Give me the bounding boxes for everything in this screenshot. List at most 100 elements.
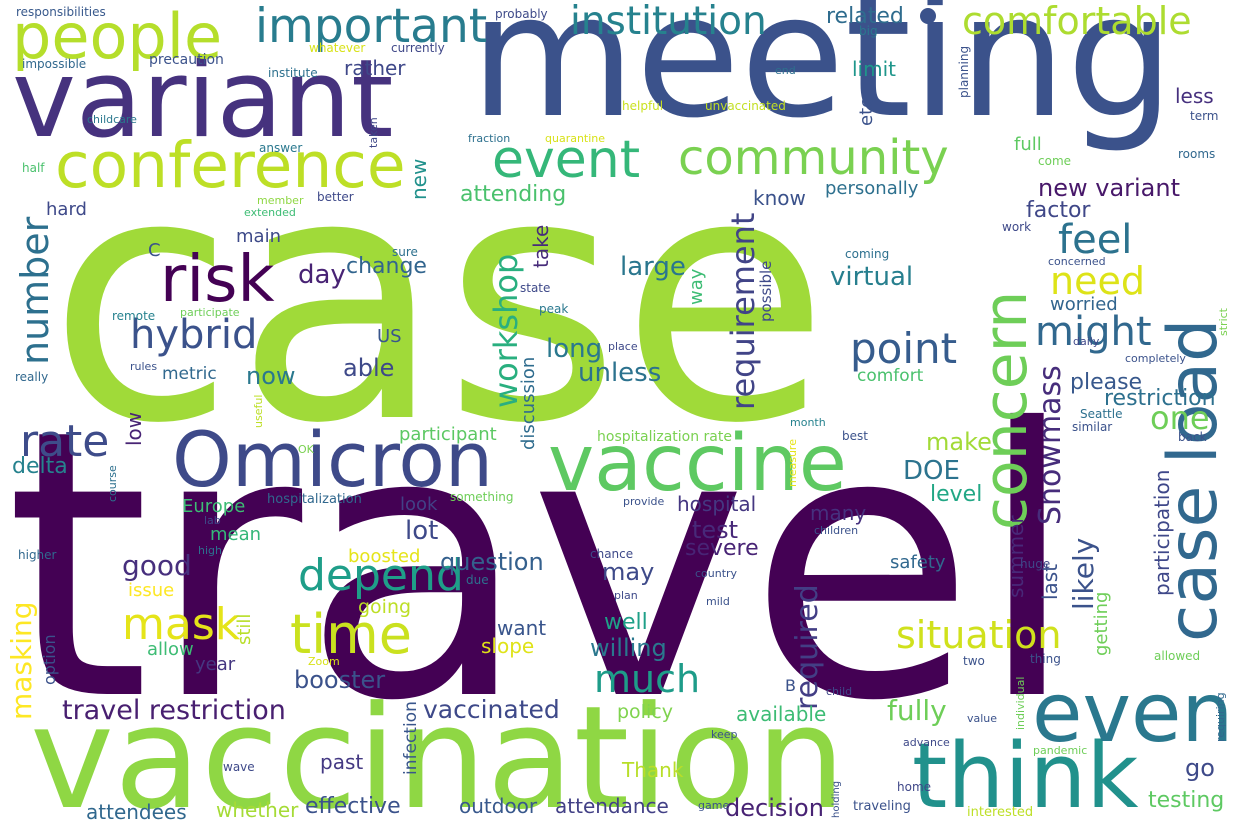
- word-time: time: [290, 603, 413, 666]
- word-holding: holding: [831, 780, 842, 818]
- word-lab: lab: [204, 514, 221, 527]
- word-virtual: virtual: [830, 262, 914, 292]
- word-large: large: [620, 252, 686, 282]
- word-allowed: allowed: [1154, 649, 1201, 663]
- word-testing: testing: [1148, 788, 1225, 813]
- word-currently: currently: [391, 41, 445, 55]
- word-ok: OK: [298, 443, 314, 456]
- word-thank: Thank: [622, 758, 684, 782]
- word-rather: rather: [344, 56, 406, 80]
- word-remote: remote: [112, 309, 156, 323]
- word-new: new: [407, 158, 431, 200]
- word-participant: participant: [399, 424, 497, 445]
- word-daily: daily: [1073, 335, 1100, 348]
- word-want: want: [497, 616, 547, 640]
- word-game: game: [698, 799, 730, 812]
- word-boosted: boosted: [348, 546, 421, 567]
- word-impossible: impossible: [22, 57, 87, 71]
- word-hospital: hospital: [677, 492, 757, 516]
- word-term: term: [1190, 109, 1219, 123]
- word-discussion: discussion: [518, 356, 539, 450]
- word-attending: attending: [460, 182, 567, 207]
- word-vaccinated: vaccinated: [423, 695, 560, 724]
- word-limit: limit: [852, 57, 896, 81]
- word-look: look: [400, 494, 438, 515]
- word-question: question: [440, 548, 544, 576]
- word-mild: mild: [706, 595, 730, 608]
- word-level: level: [930, 482, 983, 507]
- word-well: well: [604, 610, 648, 635]
- word-course: course: [106, 465, 119, 502]
- word-outdoor: outdoor: [459, 794, 538, 818]
- word-answer: answer: [259, 141, 303, 155]
- word-unless: unless: [578, 358, 662, 388]
- word-factor: factor: [1026, 198, 1091, 223]
- word-now: now: [246, 362, 296, 390]
- word-slope: slope: [481, 634, 535, 658]
- word-might: might: [1035, 309, 1152, 355]
- word-make: make: [926, 428, 992, 456]
- word-allow: allow: [147, 639, 194, 660]
- word-country: country: [695, 567, 738, 580]
- word-concerned: concerned: [1048, 255, 1106, 268]
- word-vaccination: vaccination: [30, 676, 846, 829]
- word-member: member: [257, 194, 304, 207]
- word-community: community: [678, 130, 949, 186]
- word-delta: delta: [12, 454, 68, 479]
- dot-mark: [920, 8, 936, 24]
- word-metric: metric: [162, 364, 217, 384]
- word-point: point: [850, 324, 958, 373]
- word-main: main: [236, 226, 281, 247]
- word-half: half: [22, 161, 45, 175]
- word-able: able: [343, 354, 395, 382]
- word-peak: peak: [539, 302, 569, 316]
- word-quarantine: quarantine: [545, 132, 606, 145]
- word-effective: effective: [305, 794, 401, 819]
- word-chance: chance: [590, 547, 634, 561]
- word-doe: DOE: [903, 456, 960, 486]
- word-issue: issue: [128, 580, 175, 601]
- word-home: home: [897, 780, 932, 794]
- word-option: option: [40, 634, 59, 685]
- word-keep: keep: [711, 728, 738, 741]
- word-still: still: [234, 613, 255, 645]
- word-planning: planning: [957, 45, 971, 98]
- word-rooms: rooms: [1178, 147, 1216, 161]
- word-attendance: attendance: [555, 794, 669, 818]
- word-day: day: [298, 260, 346, 290]
- word-restriction: restriction: [1104, 386, 1216, 411]
- word-low: low: [122, 411, 146, 446]
- word-precaution: precaution: [149, 52, 224, 68]
- word-available: available: [736, 702, 827, 726]
- word-pandemic: pandemic: [1033, 744, 1088, 757]
- word-participation: participation: [1150, 469, 1174, 596]
- word-past: past: [320, 750, 364, 774]
- word-etc: etc: [856, 97, 877, 126]
- word-infection: infection: [401, 701, 421, 775]
- word-conference: conference: [55, 129, 406, 202]
- word-whether: whether: [216, 798, 299, 822]
- word-traveling: traveling: [853, 799, 911, 814]
- word-hard: hard: [46, 199, 87, 220]
- word-unvaccinated: unvaccinated: [705, 99, 786, 113]
- word-fraction: fraction: [468, 132, 511, 145]
- word-c: C: [148, 240, 161, 261]
- word-something: something: [450, 490, 514, 504]
- word-state: state: [520, 281, 551, 295]
- word-extended: extended: [244, 206, 296, 219]
- word-change: change: [346, 254, 427, 279]
- word-travel-restriction: travel restriction: [62, 695, 286, 726]
- word-better: better: [317, 190, 354, 204]
- word-taken: taken: [367, 117, 380, 148]
- word-travel: travel: [5, 352, 1079, 782]
- word-many: many: [810, 501, 867, 525]
- word-provide: provide: [623, 495, 665, 508]
- word-attendees: attendees: [86, 800, 187, 824]
- word-even: even: [1032, 666, 1234, 761]
- word-requirement: requirement: [724, 212, 762, 410]
- word-rules: rules: [130, 360, 158, 373]
- word-due: due: [466, 573, 489, 587]
- word-comfort: comfort: [857, 366, 924, 386]
- word-take: take: [529, 224, 553, 268]
- word-good: good: [122, 549, 192, 582]
